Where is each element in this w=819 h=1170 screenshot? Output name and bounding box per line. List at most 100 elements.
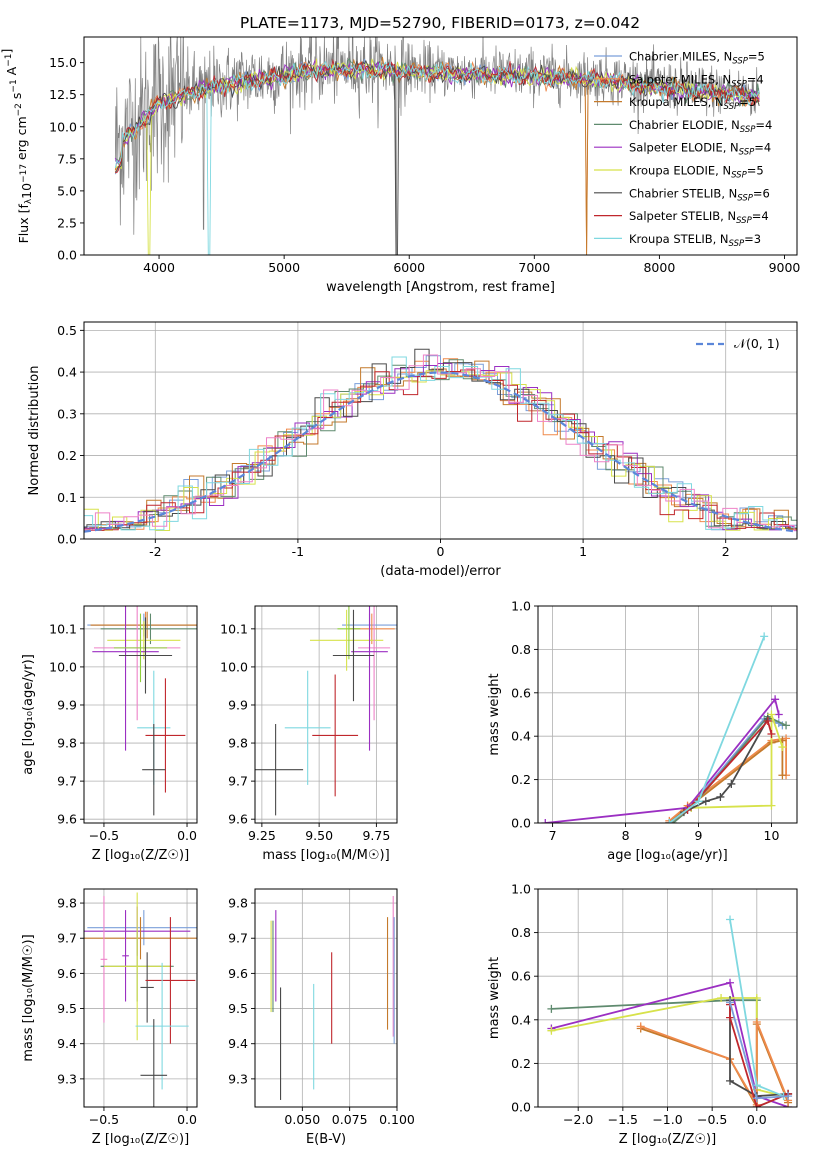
y-tick-label: 5.0 <box>57 183 77 198</box>
x-tick-label: 9.75 <box>362 828 390 843</box>
legend-nssp: =5 <box>748 50 765 64</box>
mass-weight-marker <box>636 1022 645 1031</box>
legend-subscript: SSP <box>737 193 753 203</box>
x-axis-label: mass [log₁₀(M/M☉)] <box>262 848 389 863</box>
legend-label: Chabrier MILES, NSSP=5 <box>629 50 765 67</box>
mass-weight-marker <box>771 695 780 704</box>
legend-nssp: =4 <box>755 118 772 132</box>
plot-area <box>538 889 797 1107</box>
y-tick-label: 10.1 <box>49 621 77 636</box>
mass-weight-marker <box>547 1004 556 1013</box>
error-point <box>107 621 181 660</box>
legend-subscript: SSP <box>731 171 747 181</box>
mass-weight-marker <box>774 710 783 719</box>
mass-weight-marker <box>760 632 769 641</box>
y-tick-label: 0.3 <box>57 406 77 421</box>
y-label-part: 10 <box>19 183 34 199</box>
legend-model-name: Chabrier MILES, N <box>629 50 732 64</box>
x-tick-label: -1 <box>292 544 304 559</box>
legend-label: Chabrier ELODIE, NSSP=4 <box>629 118 772 135</box>
x-tick-label: 4000 <box>143 260 175 275</box>
y-tick-label: 9.3 <box>228 1071 248 1086</box>
y-tick-label: 0.1 <box>57 490 77 505</box>
mass-weight-marker <box>752 1094 761 1103</box>
y-label-part: ] <box>0 49 14 54</box>
axes-frame <box>537 605 798 824</box>
panel-age_vs_mass: 9.25 9.50 9.75 9.6 9.7 9.8 9.9 10.0 10.1 mass [lo… <box>220 605 398 863</box>
panels: 4000 5000 6000 7000 8000 90000.02.55.07.510.0… <box>0 36 801 1147</box>
legend-nssp: =4 <box>752 209 769 223</box>
y-tick-label: 0.0 <box>511 816 531 831</box>
axes-frame <box>83 605 198 824</box>
y-tick-label: 1.0 <box>511 882 531 897</box>
axes-frame <box>83 36 798 256</box>
x-tick-label: −2.0 <box>563 1112 593 1127</box>
y-tick-label: 9.7 <box>228 931 248 946</box>
error-point <box>90 611 197 639</box>
legend-model-name: Salpeter ELODIE, N <box>629 141 739 155</box>
figure-title: PLATE=1173, MJD=52790, FIBERID=0173, z=0… <box>240 14 640 32</box>
x-tick-label: 9000 <box>769 260 801 275</box>
panel-massweight_vs_age: 7 8 9 10 0.0 0.2 0.4 0.6 0.8 1.0 age [log₁₀(age/yr… <box>487 599 798 863</box>
y-tick-label: 0.2 <box>511 772 531 787</box>
mass-weight-marker <box>717 994 726 1002</box>
error-point <box>337 606 361 660</box>
mass-weight-marker <box>541 819 550 823</box>
y-tick-label: 0.4 <box>511 1012 531 1027</box>
axes-frame <box>83 321 798 540</box>
y-tick-label: 0.5 <box>57 323 77 338</box>
x-tick-label: 10 <box>764 828 780 843</box>
x-axis-label: (data-model)/error <box>380 564 501 579</box>
mass-weight-marker <box>726 998 735 1007</box>
legend-model-name: Kroupa MILES, N <box>629 95 724 109</box>
y-axis-label: age [log₁₀(age/yr)] <box>21 654 36 775</box>
mass-weight-marker <box>778 743 787 752</box>
error-point <box>140 1019 168 1107</box>
y-tick-label: 9.6 <box>228 812 248 827</box>
plot-area <box>84 889 197 1107</box>
y-label-part: A <box>4 66 19 79</box>
error-point <box>312 674 359 797</box>
legend-model-name: Chabrier ELODIE, N <box>629 118 740 132</box>
mass-weight-marker <box>701 797 710 806</box>
y-tick-label: 0.2 <box>511 1056 531 1071</box>
mass-weight-marker <box>752 1017 761 1026</box>
error-point <box>122 910 129 1002</box>
mass-weight-marker <box>784 1092 793 1101</box>
error-point <box>87 910 197 946</box>
mass-weight-line <box>729 1000 789 1098</box>
mass-weight-marker <box>782 721 791 730</box>
y-axis-label: mass [log₁₀(M/M☉)] <box>21 934 36 1061</box>
y-tick-label: 0.0 <box>57 248 77 263</box>
x-axis-label: Z [log₁₀(Z/Z☉)] <box>619 1132 716 1147</box>
legend-label: Salpeter MILES, NSSP=4 <box>629 72 764 89</box>
mass-weight-marker <box>665 819 674 823</box>
plot-area <box>84 322 797 539</box>
panel-residuals: -2 -1 0 1 2 0.0 0.1 0.2 0.3 0.4 0.5 𝒩(0, 1) (data-mo… <box>27 321 798 579</box>
y-tick-label: 9.8 <box>57 736 77 751</box>
y-tick-label: 0.4 <box>57 365 77 380</box>
x-tick-label: −0.5 <box>697 1112 727 1127</box>
x-tick-label: 0.0 <box>747 1112 767 1127</box>
legend-model-name: Chabrier STELIB, N <box>629 186 737 200</box>
legend-model-name: Salpeter MILES, N <box>629 72 731 86</box>
error-point <box>332 609 375 702</box>
x-tick-label: 9.50 <box>305 828 333 843</box>
x-tick-label: −1.5 <box>608 1112 638 1127</box>
model-spectrum-line <box>115 59 760 255</box>
y-tick-label: 9.9 <box>57 697 77 712</box>
residual-histogram <box>84 369 797 531</box>
y-tick-label: 0.8 <box>511 642 531 657</box>
x-tick-label: −0.5 <box>89 828 119 843</box>
axes-frame <box>83 888 198 1108</box>
y-label-part: −17 <box>19 164 29 183</box>
y-tick-label: 0.0 <box>511 1100 531 1115</box>
error-point <box>113 613 168 683</box>
mass-weight-marker <box>726 1076 735 1085</box>
legend-subscript: SSP <box>739 148 755 158</box>
x-tick-label: -2 <box>149 544 161 559</box>
y-axis-label: mass weight <box>487 957 502 1039</box>
x-tick-label: 0.0 <box>177 828 197 843</box>
mass-weight-line <box>545 697 780 823</box>
